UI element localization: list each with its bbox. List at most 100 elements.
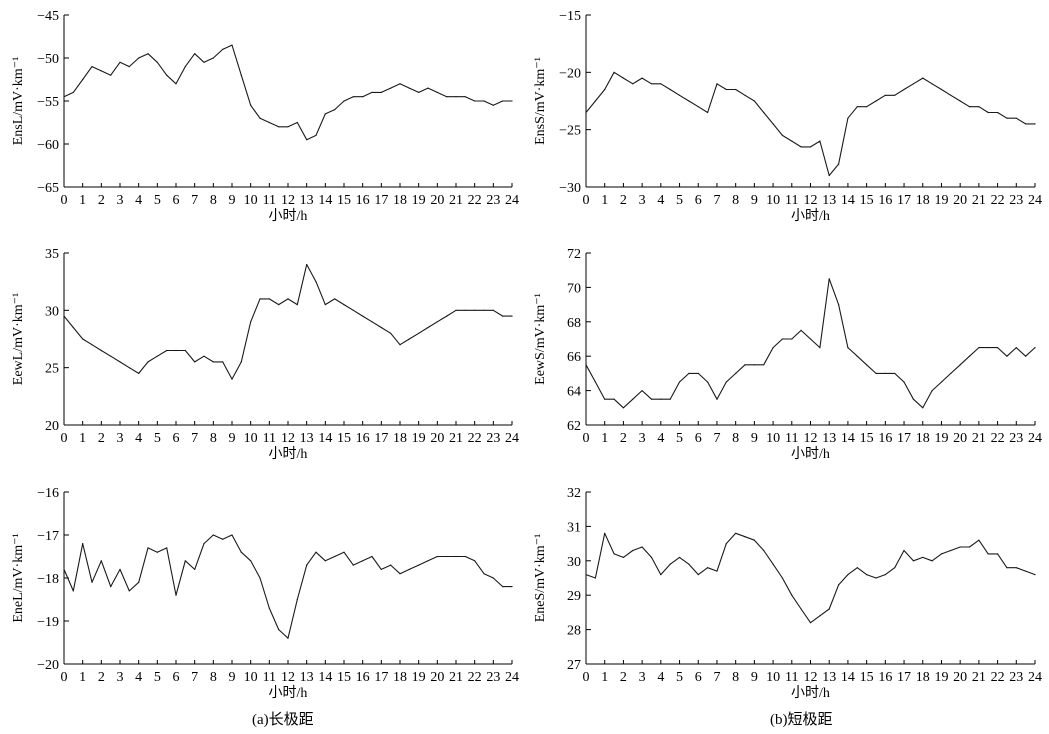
data-point — [128, 66, 130, 68]
data-point — [622, 77, 625, 79]
data-point — [268, 607, 270, 609]
x-tick-label: 11 — [263, 193, 276, 208]
x-tick-label: 4 — [657, 193, 664, 208]
data-point — [875, 372, 877, 374]
x-tick-label: 19 — [412, 431, 426, 446]
data-point — [622, 556, 625, 559]
data-point — [287, 637, 289, 639]
data-point — [334, 555, 336, 558]
data-point — [809, 622, 812, 624]
data-point — [324, 113, 326, 115]
data-point — [343, 304, 345, 306]
x-tick-label: 10 — [766, 431, 780, 446]
data-point — [268, 121, 270, 124]
data-point — [100, 560, 102, 562]
data-point — [212, 534, 214, 536]
y-tick-label: 27 — [567, 658, 581, 673]
x-tick-label: 1 — [601, 431, 608, 446]
data-point — [1025, 123, 1027, 125]
data-point — [753, 539, 756, 541]
data-point — [278, 629, 280, 631]
data-point — [819, 347, 821, 349]
data-point — [119, 361, 121, 363]
x-axis-title: 小时/h — [791, 685, 830, 701]
data-point — [875, 577, 877, 579]
data-point — [362, 560, 364, 562]
data-point — [138, 57, 140, 59]
data-point — [669, 88, 671, 91]
data-point — [250, 321, 252, 323]
x-tick-label: 12 — [281, 431, 295, 446]
y-tick-label: 64 — [567, 385, 581, 400]
x-tick-label: 16 — [878, 193, 892, 208]
data-point — [781, 577, 784, 579]
data-point — [1006, 567, 1008, 569]
data-point — [1015, 567, 1017, 569]
y-tick-label: −65 — [37, 181, 59, 196]
data-point — [82, 338, 84, 340]
data-point — [809, 338, 812, 340]
data-point — [502, 100, 504, 102]
data-point — [1025, 355, 1027, 357]
x-tick-label: 7 — [713, 670, 720, 685]
data-point — [156, 355, 158, 357]
x-tick-label: 17 — [374, 193, 388, 208]
y-tick-label: 28 — [567, 624, 581, 639]
data-point — [184, 66, 186, 68]
x-tick-label: 17 — [374, 431, 388, 446]
data-point — [278, 126, 280, 128]
y-axis-title: EewS/mV·km⁻¹ — [533, 293, 548, 385]
data-point — [903, 88, 905, 91]
data-point — [352, 309, 354, 311]
x-tick-label: 3 — [117, 670, 124, 685]
data-point — [912, 83, 915, 85]
data-point — [418, 332, 420, 334]
data-point — [63, 568, 65, 571]
data-point — [436, 321, 438, 323]
data-point — [716, 83, 718, 85]
x-tick-label: 6 — [173, 193, 180, 208]
data-point — [978, 347, 980, 349]
data-point — [632, 398, 634, 400]
x-tick-label: 2 — [620, 670, 627, 685]
x-tick-label: 4 — [657, 670, 664, 685]
data-point — [418, 91, 420, 93]
data-point — [474, 560, 476, 562]
x-tick-label: 6 — [695, 193, 702, 208]
data-point — [100, 349, 102, 352]
data-point — [866, 364, 868, 366]
data-point — [194, 53, 196, 55]
data-point — [156, 61, 158, 63]
data-point — [978, 106, 980, 108]
x-tick-label: 4 — [135, 670, 142, 685]
data-point — [632, 549, 634, 552]
x-tick-label: 19 — [412, 193, 426, 208]
x-tick-label: 17 — [897, 193, 911, 208]
data-point — [175, 83, 177, 85]
data-point — [1006, 355, 1008, 357]
x-tick-label: 13 — [300, 431, 314, 446]
x-tick-label: 17 — [897, 431, 911, 446]
data-point — [203, 543, 205, 545]
data-point — [72, 326, 74, 329]
data-point — [725, 543, 727, 545]
x-tick-label: 0 — [61, 431, 68, 446]
data-point — [343, 551, 345, 553]
data-point — [483, 309, 485, 311]
data-point — [1015, 347, 1017, 349]
x-tick-label: 4 — [135, 193, 142, 208]
y-tick-label: −50 — [37, 52, 59, 67]
data-point — [866, 574, 868, 576]
x-tick-label: 12 — [281, 670, 295, 685]
data-point — [978, 539, 980, 541]
data-point — [352, 564, 354, 566]
data-point — [763, 549, 765, 552]
data-point — [650, 83, 653, 85]
x-tick-label: 1 — [601, 670, 608, 685]
data-point — [594, 100, 597, 102]
data-point — [399, 83, 401, 85]
data-point — [585, 574, 587, 576]
data-point — [931, 390, 933, 392]
data-point — [371, 91, 373, 93]
